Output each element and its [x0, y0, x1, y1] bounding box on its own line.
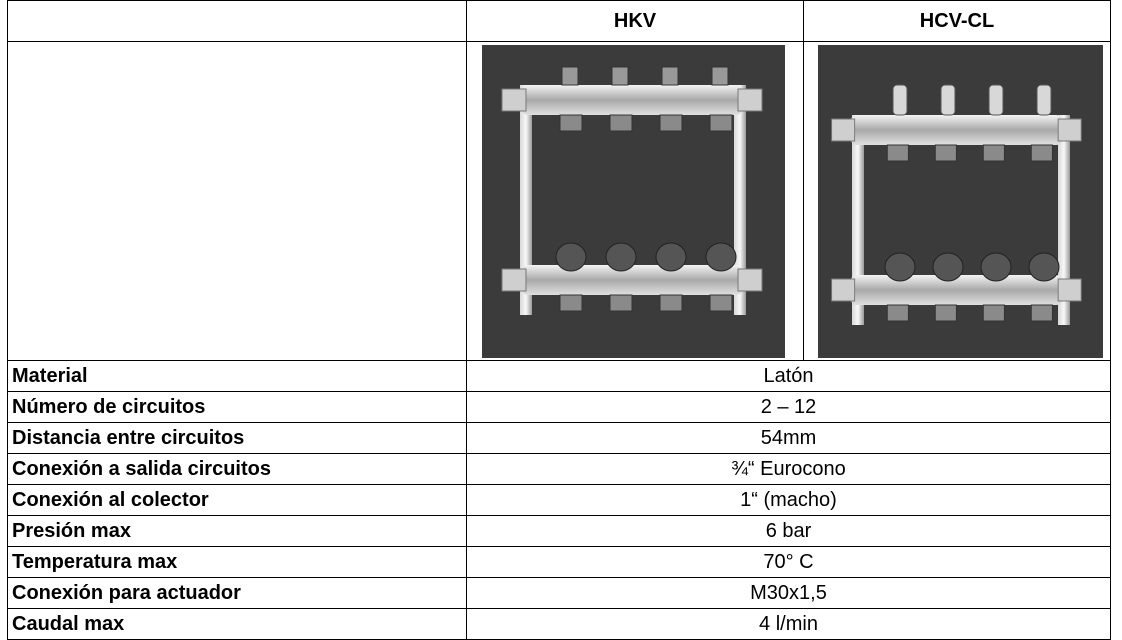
spec-label: Caudal max [7, 608, 467, 640]
spec-table: HKV HCV-CL Material Latón Número de circui… [7, 0, 1111, 640]
spec-row: Número de circuitos 2 – 12 [7, 391, 1111, 423]
spec-label: Temperatura max [7, 546, 467, 578]
image-cell [466, 41, 804, 361]
spec-row: Presión max 6 bar [7, 515, 1111, 547]
spec-label: Conexión a salida circuitos [7, 453, 467, 485]
spec-label: Conexión al colector [7, 484, 467, 516]
spec-label: Conexión para actuador [7, 577, 467, 609]
spec-value: 4 l/min [466, 608, 1111, 640]
spec-value: 1“ (macho) [466, 484, 1111, 516]
spec-value: Latón [466, 360, 1111, 392]
spec-value: M30x1,5 [466, 577, 1111, 609]
header-cell: HCV-CL [803, 0, 1111, 42]
header-row: HKV HCV-CL [7, 0, 1111, 42]
image-cell [803, 41, 1111, 361]
spec-label: Distancia entre circuitos [7, 422, 467, 454]
empty-cell [7, 0, 467, 42]
spec-row: Caudal max 4 l/min [7, 608, 1111, 640]
product-image [818, 44, 1103, 358]
spec-row: Temperatura max 70° C [7, 546, 1111, 578]
spec-row: Material Latón [7, 360, 1111, 392]
header-cell: HKV [466, 0, 804, 42]
spec-value: ¾“ Eurocono [466, 453, 1111, 485]
spec-label: Material [7, 360, 467, 392]
spec-row: Conexión al colector 1“ (macho) [7, 484, 1111, 516]
spec-row: Conexión a salida circuitos ¾“ Eurocono [7, 453, 1111, 485]
empty-cell [7, 41, 467, 361]
image-row [7, 41, 1111, 361]
product-image [482, 44, 785, 358]
spec-value: 54mm [466, 422, 1111, 454]
spec-label: Número de circuitos [7, 391, 467, 423]
spec-row: Conexión para actuador M30x1,5 [7, 577, 1111, 609]
spec-label: Presión max [7, 515, 467, 547]
spec-row: Distancia entre circuitos 54mm [7, 422, 1111, 454]
spec-value: 70° C [466, 546, 1111, 578]
spec-value: 6 bar [466, 515, 1111, 547]
spec-value: 2 – 12 [466, 391, 1111, 423]
